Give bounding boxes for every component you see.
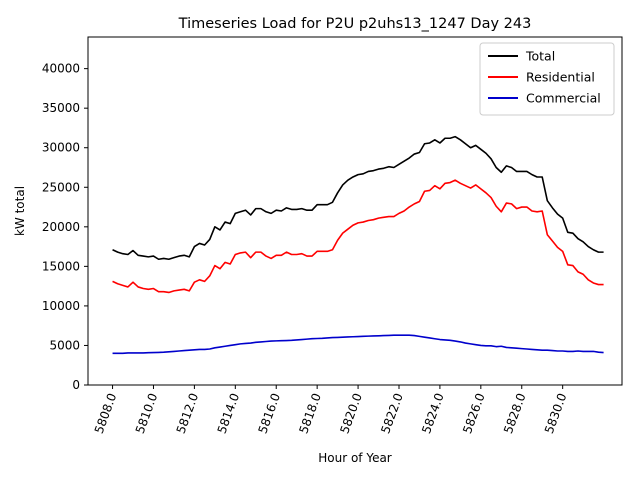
y-axis: 0 5000 10000 15000 20000 25000 30000 35000 40000 [42, 62, 88, 392]
y-tick-label: 25000 [42, 180, 80, 194]
x-tick-label: 5808.0 [92, 391, 120, 435]
plot-area [87, 36, 623, 386]
x-tick-label: 5818.0 [296, 391, 324, 435]
series-line-total [112, 135, 604, 261]
legend-label-commercial: Commercial [526, 91, 601, 106]
y-axis-label: kW total [13, 186, 27, 236]
legend-label-total: Total [525, 49, 555, 64]
x-tick-label: 5810.0 [133, 391, 161, 435]
x-tick-label: 5816.0 [256, 391, 284, 435]
y-tick-label: 35000 [42, 101, 80, 115]
x-tick-label: 5812.0 [174, 391, 202, 435]
y-tick-label: 20000 [42, 220, 80, 234]
x-tick-label: 5830.0 [542, 391, 570, 435]
x-axis-label: Hour of Year [318, 451, 392, 465]
x-tick-label: 5820.0 [337, 391, 365, 435]
chart-title: Timeseries Load for P2U p2uhs13_1247 Day… [178, 16, 532, 32]
x-tick-label: 5822.0 [378, 391, 406, 435]
y-tick-label: 0 [72, 378, 80, 392]
x-tick-label: 5814.0 [215, 391, 243, 435]
x-axis: 5808.0 5810.0 5812.0 5814.0 5816.0 5818.0 5820… [92, 385, 570, 435]
y-tick-label: 40000 [42, 62, 80, 76]
y-tick-label: 10000 [42, 299, 80, 313]
y-tick-label: 5000 [49, 338, 80, 352]
x-tick-label: 5828.0 [501, 391, 529, 435]
legend: Total Residential Commercial [479, 42, 615, 116]
y-tick-label: 15000 [42, 259, 80, 273]
y-tick-label: 30000 [42, 141, 80, 155]
x-tick-label: 5826.0 [460, 391, 488, 435]
series-line-commercial [112, 334, 604, 355]
series-line-residential [112, 179, 604, 294]
legend-label-residential: Residential [526, 70, 595, 85]
plot-frame [87, 36, 623, 386]
x-tick-label: 5824.0 [419, 391, 447, 435]
